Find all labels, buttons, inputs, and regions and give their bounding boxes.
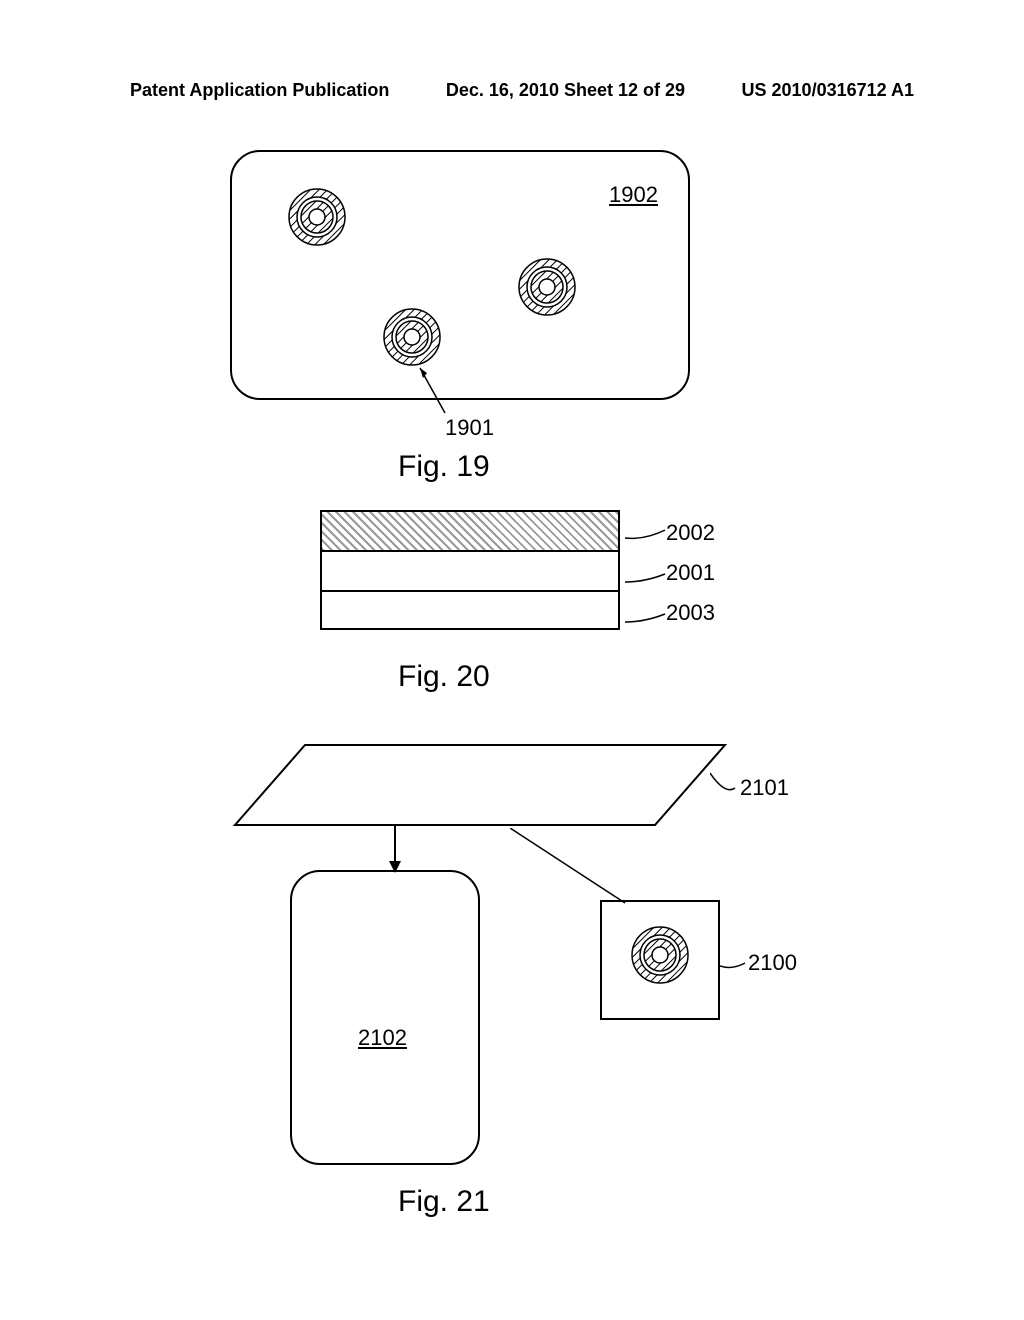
fig20-label: Fig. 20	[398, 660, 490, 694]
leader-line-icon	[625, 572, 670, 587]
figure-20	[320, 510, 620, 630]
ref-2002: 2002	[666, 520, 715, 546]
leader-line-icon	[625, 528, 670, 543]
sheet-shape	[230, 740, 730, 830]
leader-arrow-icon	[415, 363, 465, 423]
fig19-label: Fig. 19	[398, 450, 490, 484]
ref-1901: 1901	[445, 415, 494, 441]
page-header: Patent Application Publication Dec. 16, …	[0, 80, 1024, 101]
ref-2001: 2001	[666, 560, 715, 586]
donut-icon	[287, 187, 347, 247]
leader-line-icon	[720, 958, 750, 973]
header-center: Dec. 16, 2010 Sheet 12 of 29	[446, 80, 685, 101]
ref-1902: 1902	[609, 182, 658, 208]
ref-2102: 2102	[358, 1025, 407, 1051]
layer-2001	[320, 550, 620, 590]
layer-2003	[320, 590, 620, 630]
donut-icon	[382, 307, 442, 367]
arrow-down-icon	[385, 825, 405, 875]
fig21-label: Fig. 21	[398, 1185, 490, 1219]
ref-2100: 2100	[748, 950, 797, 976]
figure-21: 2101 2102 2100	[230, 740, 790, 1140]
ref-2003: 2003	[666, 600, 715, 626]
leader-line-icon	[625, 612, 670, 627]
ref-2101: 2101	[740, 775, 789, 801]
layer-2002	[320, 510, 620, 550]
donut-icon	[630, 925, 690, 985]
header-right: US 2010/0316712 A1	[742, 80, 914, 101]
donut-icon	[517, 257, 577, 317]
header-left: Patent Application Publication	[130, 80, 389, 101]
rounded-panel-2102	[290, 870, 480, 1165]
